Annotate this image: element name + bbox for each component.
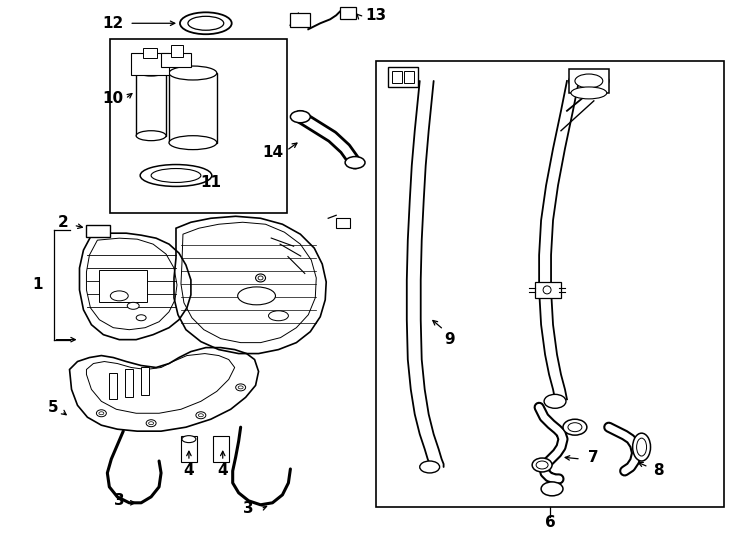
Ellipse shape: [536, 461, 548, 469]
Bar: [161, 53, 191, 67]
Ellipse shape: [563, 419, 587, 435]
Bar: [291, 14, 310, 27]
Ellipse shape: [569, 70, 608, 92]
Text: 4: 4: [184, 463, 195, 478]
Ellipse shape: [110, 291, 128, 301]
Ellipse shape: [238, 287, 275, 305]
Ellipse shape: [169, 136, 217, 150]
Ellipse shape: [99, 412, 103, 415]
Bar: [143, 48, 157, 58]
Ellipse shape: [575, 74, 603, 88]
Ellipse shape: [96, 410, 106, 417]
Ellipse shape: [541, 482, 563, 496]
Ellipse shape: [188, 16, 224, 30]
Ellipse shape: [146, 420, 156, 427]
Ellipse shape: [568, 423, 582, 431]
Ellipse shape: [258, 276, 263, 280]
Text: 11: 11: [200, 175, 222, 190]
Text: 7: 7: [587, 449, 598, 464]
Ellipse shape: [420, 461, 440, 473]
Bar: [110, 39, 288, 213]
Ellipse shape: [198, 414, 203, 417]
Ellipse shape: [543, 286, 551, 294]
Ellipse shape: [196, 412, 206, 418]
Ellipse shape: [544, 394, 566, 408]
Text: 3: 3: [114, 494, 125, 508]
Bar: [169, 73, 217, 143]
Ellipse shape: [127, 302, 139, 309]
Text: 3: 3: [243, 501, 254, 516]
Bar: [535, 282, 561, 298]
Bar: [392, 71, 401, 83]
Bar: [131, 53, 169, 75]
Text: 10: 10: [103, 91, 124, 106]
Ellipse shape: [151, 168, 201, 183]
Ellipse shape: [236, 384, 246, 391]
Text: 2: 2: [58, 215, 69, 230]
Bar: [213, 436, 229, 462]
Ellipse shape: [137, 315, 146, 321]
Bar: [141, 368, 149, 395]
Ellipse shape: [571, 87, 607, 99]
Ellipse shape: [137, 66, 166, 76]
Text: 14: 14: [262, 145, 283, 160]
Ellipse shape: [532, 458, 552, 472]
Text: 6: 6: [545, 515, 556, 530]
Text: 9: 9: [444, 332, 455, 347]
Ellipse shape: [238, 386, 243, 389]
Bar: [376, 61, 724, 507]
Ellipse shape: [633, 433, 650, 461]
Bar: [404, 71, 414, 83]
Bar: [569, 69, 608, 93]
Ellipse shape: [182, 436, 196, 443]
Ellipse shape: [636, 438, 647, 456]
Ellipse shape: [345, 157, 365, 168]
Text: 1: 1: [32, 278, 43, 293]
Bar: [99, 270, 147, 302]
Bar: [87, 225, 110, 237]
Ellipse shape: [140, 165, 212, 186]
Ellipse shape: [137, 131, 166, 140]
Bar: [388, 67, 418, 87]
Bar: [109, 374, 117, 400]
Bar: [336, 218, 350, 228]
Ellipse shape: [169, 66, 217, 80]
Ellipse shape: [255, 274, 266, 282]
Ellipse shape: [180, 12, 232, 34]
Bar: [340, 8, 356, 19]
Bar: [126, 369, 133, 397]
Text: 4: 4: [217, 463, 228, 478]
Text: 13: 13: [366, 8, 387, 23]
Ellipse shape: [291, 111, 310, 123]
Text: 8: 8: [653, 463, 664, 478]
Bar: [171, 45, 183, 57]
Ellipse shape: [269, 311, 288, 321]
Bar: [181, 436, 197, 462]
Text: 12: 12: [103, 16, 124, 31]
Bar: [137, 71, 166, 136]
Text: 5: 5: [48, 400, 59, 415]
Ellipse shape: [148, 422, 153, 424]
